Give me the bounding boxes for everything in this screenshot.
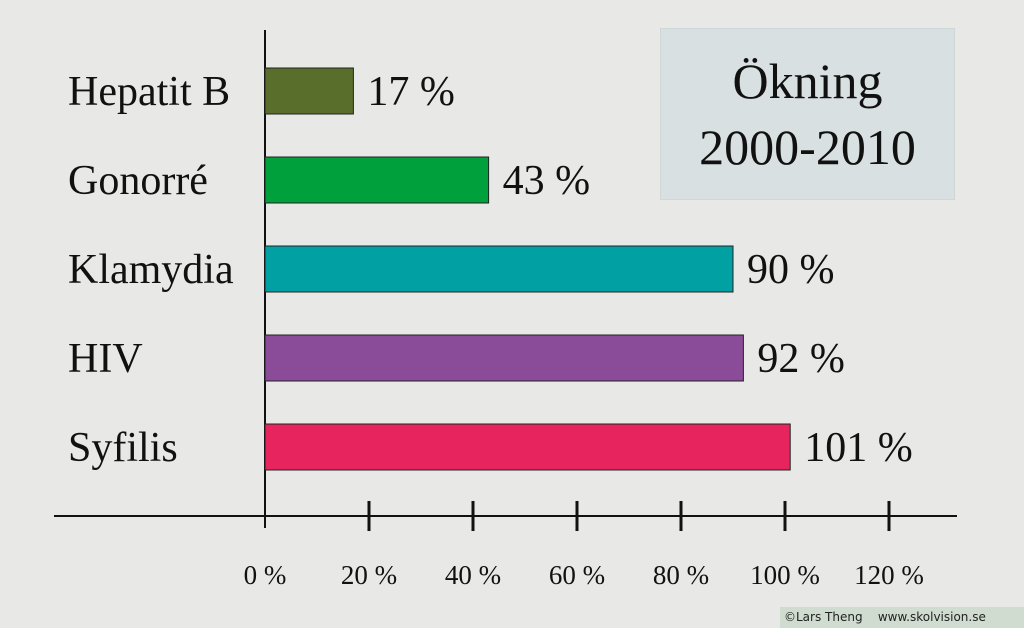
chart-title-box: Ökning 2000-2010 bbox=[660, 28, 955, 200]
data-label: 17 % bbox=[367, 69, 455, 115]
x-tick-label: 120 % bbox=[854, 560, 924, 590]
bar bbox=[264, 67, 354, 115]
x-tick-label: 40 % bbox=[445, 560, 501, 590]
category-label: Syfilis bbox=[68, 425, 178, 471]
x-tick-label: 80 % bbox=[653, 560, 709, 590]
credit-text: ©Lars Theng www.skolvision.se bbox=[780, 607, 1024, 628]
data-label: 90 % bbox=[747, 247, 835, 293]
bar bbox=[264, 423, 791, 471]
data-label: 92 % bbox=[757, 336, 845, 382]
category-label: Hepatit B bbox=[68, 69, 230, 115]
x-tick-label: 60 % bbox=[549, 560, 605, 590]
data-label: 101 % bbox=[804, 425, 913, 471]
bar bbox=[264, 334, 744, 382]
category-label: HIV bbox=[68, 336, 143, 382]
chart-title-line-2: 2000-2010 bbox=[699, 119, 916, 175]
bar bbox=[264, 156, 490, 204]
chart-title-line-1: Ökning bbox=[732, 53, 883, 109]
bar bbox=[264, 245, 734, 293]
x-tick-label: 0 % bbox=[244, 560, 287, 590]
x-tick-label: 100 % bbox=[750, 560, 820, 590]
category-label: Klamydia bbox=[68, 247, 234, 293]
data-label: 43 % bbox=[503, 158, 590, 204]
category-label: Gonorré bbox=[68, 158, 208, 204]
x-tick-label: 20 % bbox=[341, 560, 397, 590]
